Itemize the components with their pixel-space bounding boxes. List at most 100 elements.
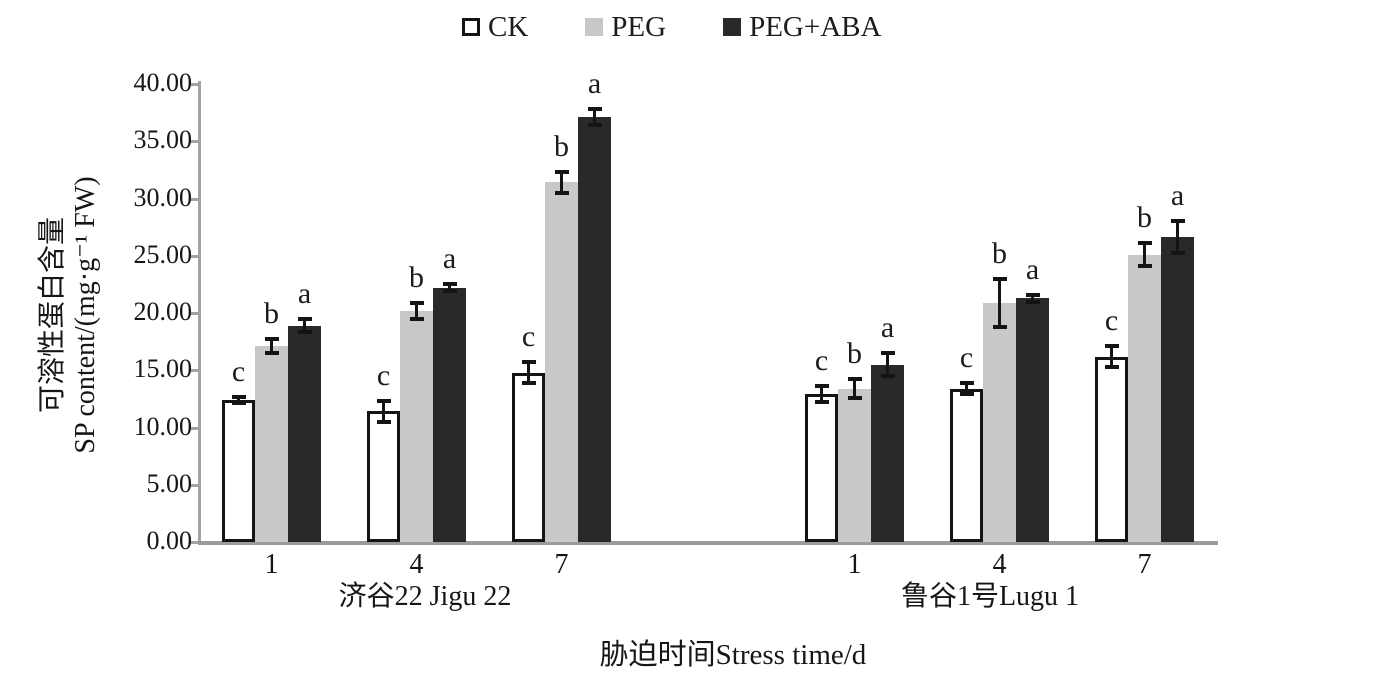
significance-letter: c [231,354,246,388]
error-bar-line [998,278,1001,327]
legend: CK PEG PEG+ABA [462,12,881,42]
error-bar-line [237,396,240,404]
error-bar-line [270,339,273,354]
bar-ck [222,400,255,542]
error-bar-line [820,386,823,403]
significance-letter: c [521,320,536,354]
error-bar-cap [1104,344,1119,349]
error-bar-cap [992,324,1007,329]
significance-letter: a [297,276,312,310]
y-tick [189,483,198,487]
error-bar-line [1176,221,1179,254]
error-bar-cap [376,419,391,424]
bar-ck [512,372,545,542]
error-bar-line [853,379,856,398]
error-bar-line [382,401,385,422]
error-bar-cap [1025,292,1040,297]
y-tick-label: 25.00 [133,239,193,269]
y-tick-label: 35.00 [133,125,193,155]
error-bar-line [448,284,451,292]
significance-letter: b [554,130,569,164]
significance-letter: b [1137,201,1152,235]
y-tick-label: 0.00 [146,526,193,555]
error-bar-cap [297,330,312,335]
error-bar-cap [587,123,602,128]
error-bar-cap [521,360,536,365]
error-bar-cap [814,384,829,389]
bar-peg [1128,254,1161,542]
variety-label: 济谷22 Jigu 22 [338,581,512,612]
bar-peg-aba [288,325,321,542]
error-bar-cap [1170,219,1185,224]
error-bar-line [1110,346,1113,367]
error-bar-cap [1170,251,1185,256]
error-bar-cap [231,394,246,399]
x-tick-label: 4 [409,549,424,580]
significance-letter: a [587,67,602,101]
bar-peg [983,302,1016,542]
y-tick-label: 40.00 [133,68,193,97]
legend-label-peg: PEG [611,11,667,43]
variety-label: 鲁谷1号Lugu 1 [900,581,1080,612]
significance-letter: b [409,260,424,294]
significance-letter: a [1170,179,1185,213]
error-bar-line [1031,294,1034,302]
error-bar-cap [264,351,279,356]
bar-peg [545,182,578,542]
error-bar-cap [231,401,246,406]
legend-item-peg-aba: PEG+ABA [723,12,881,42]
error-bar-line [560,172,563,193]
y-tick-label: 15.00 [133,354,193,384]
y-tick [189,312,198,315]
error-bar-cap [264,337,279,342]
legend-label-ck: CK [488,11,529,43]
y-tick [189,197,198,201]
bar-ck [805,394,838,542]
bar-peg [400,310,433,542]
error-bar-cap [959,380,974,385]
significance-letter: c [376,359,391,393]
bar-ck [1095,356,1128,542]
error-bar-cap [1137,264,1152,269]
y-tick [189,541,198,544]
bar-peg [255,346,288,542]
bar-ck [950,388,983,542]
y-tick [189,83,198,86]
error-bar-cap [409,300,424,305]
significance-letter: a [1025,252,1040,286]
bar-peg-aba [1161,237,1194,542]
significance-letter: b [992,236,1007,270]
error-bar-cap [814,400,829,405]
error-bar-line [593,109,596,126]
error-bar-cap [376,399,391,404]
error-bar-cap [880,351,895,356]
error-bar-cap [847,395,862,400]
ck-swatch-icon [462,18,480,36]
error-bar-cap [554,190,569,195]
legend-item-ck: CK [462,12,528,42]
bar-peg [838,388,871,542]
x-axis-line [198,541,1218,545]
y-axis-line [198,81,201,543]
error-bar-cap [442,289,457,294]
error-bar-line [965,382,968,395]
error-bar-cap [409,316,424,321]
error-bar-line [527,362,530,383]
error-bar-line [886,353,889,376]
bar-ck [367,411,400,542]
error-bar-cap [1104,364,1119,369]
x-tick-label: 7 [1137,549,1152,580]
significance-letter: c [959,340,974,374]
y-tick-label: 30.00 [133,182,193,212]
bar-peg-aba [871,364,904,542]
bar-peg-aba [578,117,611,542]
y-tick [189,140,198,144]
significance-letter: b [264,297,279,331]
error-bar-cap [442,282,457,287]
error-bar-cap [959,392,974,397]
y-tick-label: 20.00 [133,297,193,326]
significance-letter: c [1104,304,1119,338]
x-tick-label: 4 [992,549,1007,580]
error-bar-line [1143,243,1146,267]
